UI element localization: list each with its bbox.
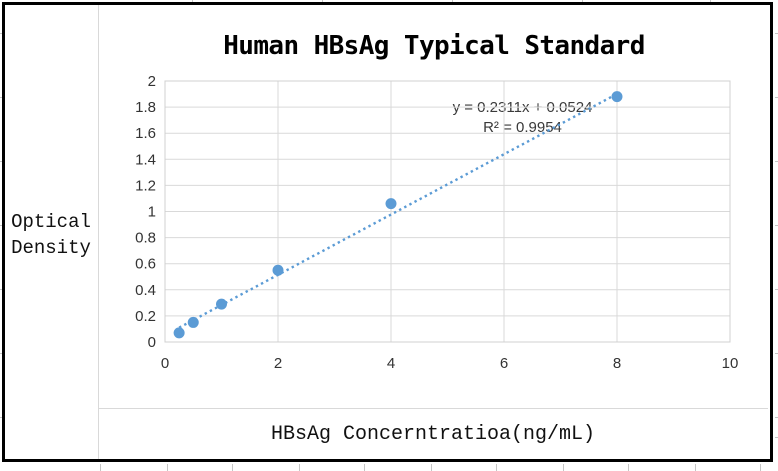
spreadsheet-gridline [0, 33, 2, 34]
spreadsheet-gridline [0, 417, 2, 418]
x-tick-label: 8 [613, 355, 621, 372]
x-tick-label: 2 [274, 355, 282, 372]
data-point[interactable] [611, 91, 623, 103]
spreadsheet-gridline [760, 464, 761, 471]
spreadsheet-gridline [628, 464, 629, 471]
spreadsheet-gridline [322, 0, 323, 2]
y-tick-label: 1.2 [135, 177, 156, 194]
y-tick-label: 0.4 [135, 282, 156, 299]
cell-border-frame [2, 2, 773, 462]
data-point[interactable] [272, 264, 284, 276]
y-axis-caption-line1: Optical [11, 211, 91, 233]
x-axis-caption-text: HBsAg Concerntratioa(ng/mL) [270, 422, 596, 446]
spreadsheet-gridline [775, 97, 778, 98]
y-tick-label: 0.2 [135, 308, 156, 325]
y-axis-caption-line2: Density [11, 237, 91, 259]
spreadsheet-gridline [192, 0, 193, 2]
x-tick-label: 4 [387, 355, 395, 372]
spreadsheet-gridline [775, 289, 778, 290]
spreadsheet-gridline [775, 33, 778, 34]
spreadsheet-gridline [563, 464, 564, 471]
spreadsheet-gridline [695, 464, 696, 471]
spreadsheet-gridline [775, 437, 778, 438]
plot-border [164, 80, 731, 343]
chart-title: Human HBsAg Typical Standard [223, 31, 645, 61]
cell-gridline-horizontal [98, 408, 768, 409]
spreadsheet-gridline [496, 464, 497, 471]
spreadsheet-gridline [775, 225, 778, 226]
y-tick-label: 0 [148, 334, 156, 351]
spreadsheet-gridline [582, 0, 583, 2]
spreadsheet-gridline [299, 464, 300, 471]
y-tick-label: 1.4 [135, 151, 156, 168]
spreadsheet-gridline [0, 289, 2, 290]
trendline-r-squared-label: R² = 0.9954 [483, 119, 562, 136]
spreadsheet-gridline [167, 464, 168, 471]
data-point[interactable] [173, 327, 185, 339]
y-tick-label: 1.6 [135, 125, 156, 142]
spreadsheet-gridline [452, 0, 453, 2]
spreadsheet-gridline [775, 417, 778, 418]
y-tick-label: 0.6 [135, 256, 156, 273]
spreadsheet-gridline [0, 353, 2, 354]
cell-gridline-vertical [98, 5, 99, 459]
x-axis-caption-cell: HBsAg Concerntratioa(ng/mL) [98, 409, 768, 459]
y-tick-label: 2 [148, 73, 156, 90]
y-tick-label: 1 [148, 204, 156, 221]
x-tick-label: 6 [500, 355, 508, 372]
spreadsheet-gridline [100, 464, 101, 471]
x-tick-label: 10 [722, 355, 739, 372]
spreadsheet-gridline [0, 225, 2, 226]
data-point[interactable] [385, 198, 397, 210]
y-tick-label: 0.8 [135, 230, 156, 247]
x-tick-label: 0 [161, 355, 169, 372]
y-tick-label: 1.8 [135, 99, 156, 116]
spreadsheet-gridline [0, 97, 2, 98]
spreadsheet-gridline [364, 464, 365, 471]
trendline[interactable] [178, 91, 621, 329]
spreadsheet-gridline [775, 353, 778, 354]
spreadsheet-gridline [775, 161, 778, 162]
spreadsheet-gridline [0, 161, 2, 162]
data-point[interactable] [216, 298, 227, 310]
data-point[interactable] [187, 316, 199, 328]
spreadsheet-gridline [232, 464, 233, 471]
spreadsheet-gridline [710, 0, 711, 2]
spreadsheet-gridline [431, 464, 432, 471]
y-axis-caption-cell: Optical Density [4, 209, 98, 261]
